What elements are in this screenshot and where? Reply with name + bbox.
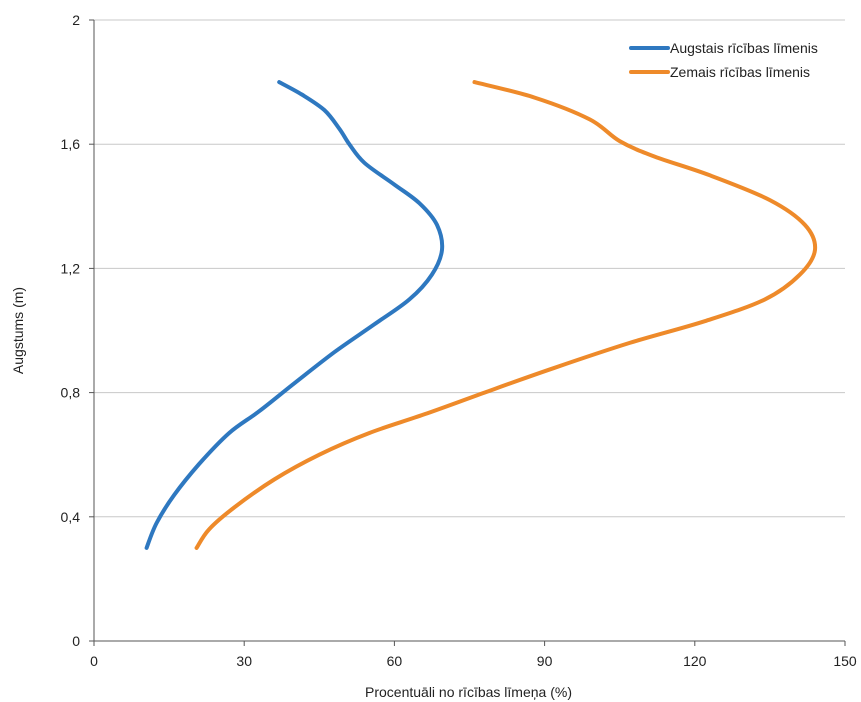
series-line-augstais xyxy=(144,80,445,550)
x-tick-label: 60 xyxy=(387,653,403,669)
x-tick-label: 90 xyxy=(537,653,553,669)
legend-label-augstais: Augstais rīcības līmenis xyxy=(670,40,818,56)
y-tick-label: 0,8 xyxy=(61,385,81,401)
grid-lines xyxy=(94,19,845,518)
x-tick-label: 30 xyxy=(236,653,252,669)
legend-label-zemais: Zemais rīcības līmenis xyxy=(670,64,810,80)
legend: Augstais rīcības līmenis Zemais rīcības … xyxy=(629,40,818,80)
y-tick-label: 0 xyxy=(72,633,80,649)
series-line-zemais xyxy=(194,80,818,550)
x-axis-title: Procentuāli no rīcības līmeņa (%) xyxy=(365,684,572,700)
y-axis-title: Augstums (m) xyxy=(10,287,26,374)
series-lines xyxy=(144,80,818,550)
y-tick-label: 1,2 xyxy=(61,260,81,276)
axes: 0 0,4 0,8 1,2 1,6 2 0 30 60 90 120 150 xyxy=(61,12,857,669)
x-tick-label: 150 xyxy=(833,653,857,669)
x-tick-label: 0 xyxy=(90,653,98,669)
y-tick-label: 1,6 xyxy=(61,136,81,152)
x-tick-label: 120 xyxy=(683,653,707,669)
y-tick-label: 2 xyxy=(72,12,80,28)
y-tick-label: 0,4 xyxy=(61,509,81,525)
